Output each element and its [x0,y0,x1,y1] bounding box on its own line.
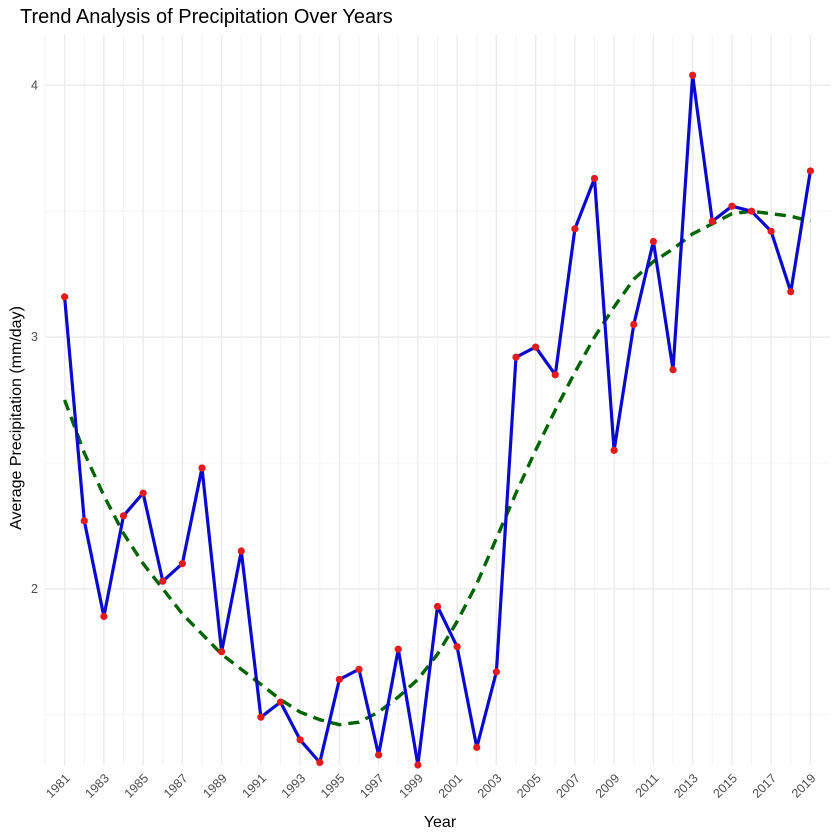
data-point [767,227,775,235]
data-point [276,698,285,706]
x-tick-label: 1991 [239,771,269,801]
y-axis-ticks: 2 3 4 [31,78,38,595]
data-point [218,648,226,656]
y-axis-title: Average Precipitation (mm/day) [8,306,25,530]
x-tick-label: 1983 [82,771,112,801]
data-point [80,517,88,525]
x-tick-label: 2011 [633,771,662,800]
data-point [316,758,324,767]
trend-line [63,209,811,727]
data-point [708,217,716,225]
x-tick-label: 1993 [279,771,309,801]
data-point [335,675,343,684]
data-point [139,489,147,497]
data-point [689,71,697,79]
data-point [119,512,128,520]
data-point [237,547,245,555]
data-point [630,320,638,329]
x-tick-label: 2015 [710,771,740,801]
x-tick-label: 2019 [789,771,819,801]
data-point [198,464,206,472]
x-tick-label: 1989 [200,771,230,801]
y-tick-label: 4 [31,78,38,92]
data-point [178,560,186,568]
x-tick-label: 2009 [593,771,623,801]
data-point [100,612,108,621]
data-point [610,446,618,454]
data-point [669,366,677,374]
data-point [394,645,402,653]
data-point [453,643,461,651]
x-tick-label: 1987 [161,771,191,801]
y-tick-label: 2 [31,582,38,596]
grid [44,35,830,765]
data-point [787,288,795,296]
x-tick-label: 1981 [43,771,73,801]
data-point [355,665,363,673]
data-point [649,237,657,246]
x-tick-label: 2017 [750,771,780,801]
data-point [296,736,304,744]
x-axis-ticks: 1981 1983 1985 1987 1989 1991 1993 1995 1997 1999… [43,771,818,801]
x-tick-label: 2001 [436,771,466,801]
points-layer [61,71,814,769]
data-point [159,577,167,585]
data-point [590,174,599,183]
data-point [414,761,422,769]
data-point [473,743,481,751]
x-tick-label: 2003 [475,771,505,801]
data-point [61,293,69,301]
data-point [257,713,265,721]
chart-title: Trend Analysis of Precipitation Over Yea… [20,6,393,28]
x-tick-label: 2007 [553,771,583,801]
y-tick-label: 3 [31,330,38,344]
data-point [728,202,736,210]
data-point [375,751,383,759]
data-point [433,602,442,611]
x-tick-label: 1999 [396,771,426,801]
x-tick-label: 1995 [318,771,348,801]
x-tick-label: 1997 [357,771,387,801]
data-point [512,353,520,361]
data-point [571,225,579,233]
data-point [532,343,540,351]
data-point [551,371,559,379]
x-tick-label: 1985 [122,771,152,801]
x-tick-label: 2013 [671,771,701,801]
data-point [492,668,500,676]
data-point [806,167,814,175]
x-axis-title: Year [424,814,457,831]
data-point [747,207,756,215]
x-tick-label: 2005 [514,771,544,801]
